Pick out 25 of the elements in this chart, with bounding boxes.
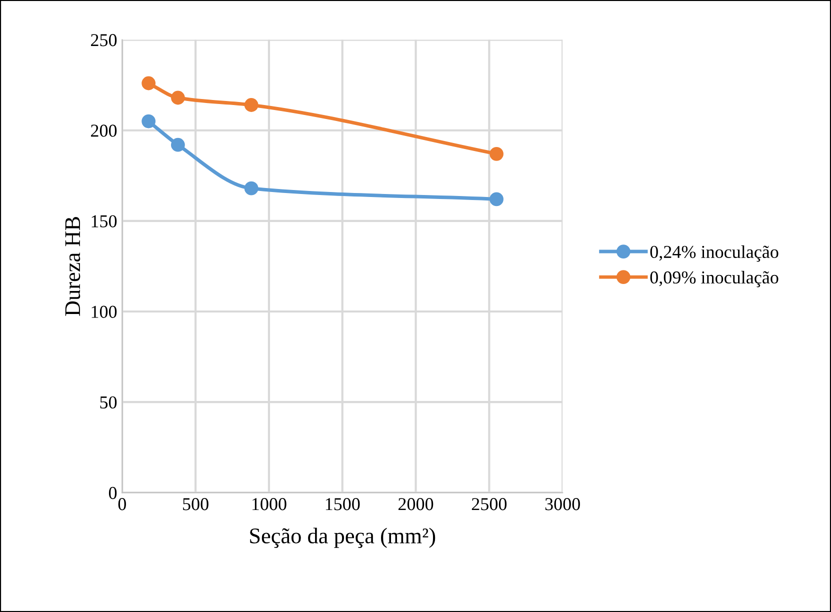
x-tick-label: 1000 <box>252 498 286 510</box>
y-tick-label: 200 <box>91 124 117 137</box>
point <box>244 98 258 112</box>
y-axis-title: Dureza HB <box>65 217 80 316</box>
point <box>490 146 504 161</box>
legend-label: 0,24% inoculação <box>650 245 778 262</box>
point <box>142 76 156 90</box>
y-tick-label: 0 <box>108 486 117 500</box>
point <box>490 192 504 206</box>
legend-label: 0,09% inoculação <box>650 270 778 288</box>
y-tick-label: 100 <box>92 306 117 318</box>
y-tick-label: 50 <box>100 396 117 409</box>
point <box>142 114 156 128</box>
x-axis-title: Seção da peça (mm²) <box>250 528 436 548</box>
x-tick-label: 0 <box>118 498 126 510</box>
point <box>171 138 185 152</box>
point <box>171 90 185 105</box>
x-tick-label: 2000 <box>398 498 434 510</box>
x-tick-label: 1500 <box>326 498 360 510</box>
y-tick-label: 250 <box>91 34 117 46</box>
point <box>244 181 258 196</box>
x-tick-label: 2500 <box>472 498 507 510</box>
x-tick-label: 3000 <box>545 498 580 510</box>
x-tick-label: 500 <box>183 498 208 510</box>
y-tick-label: 150 <box>92 215 117 228</box>
